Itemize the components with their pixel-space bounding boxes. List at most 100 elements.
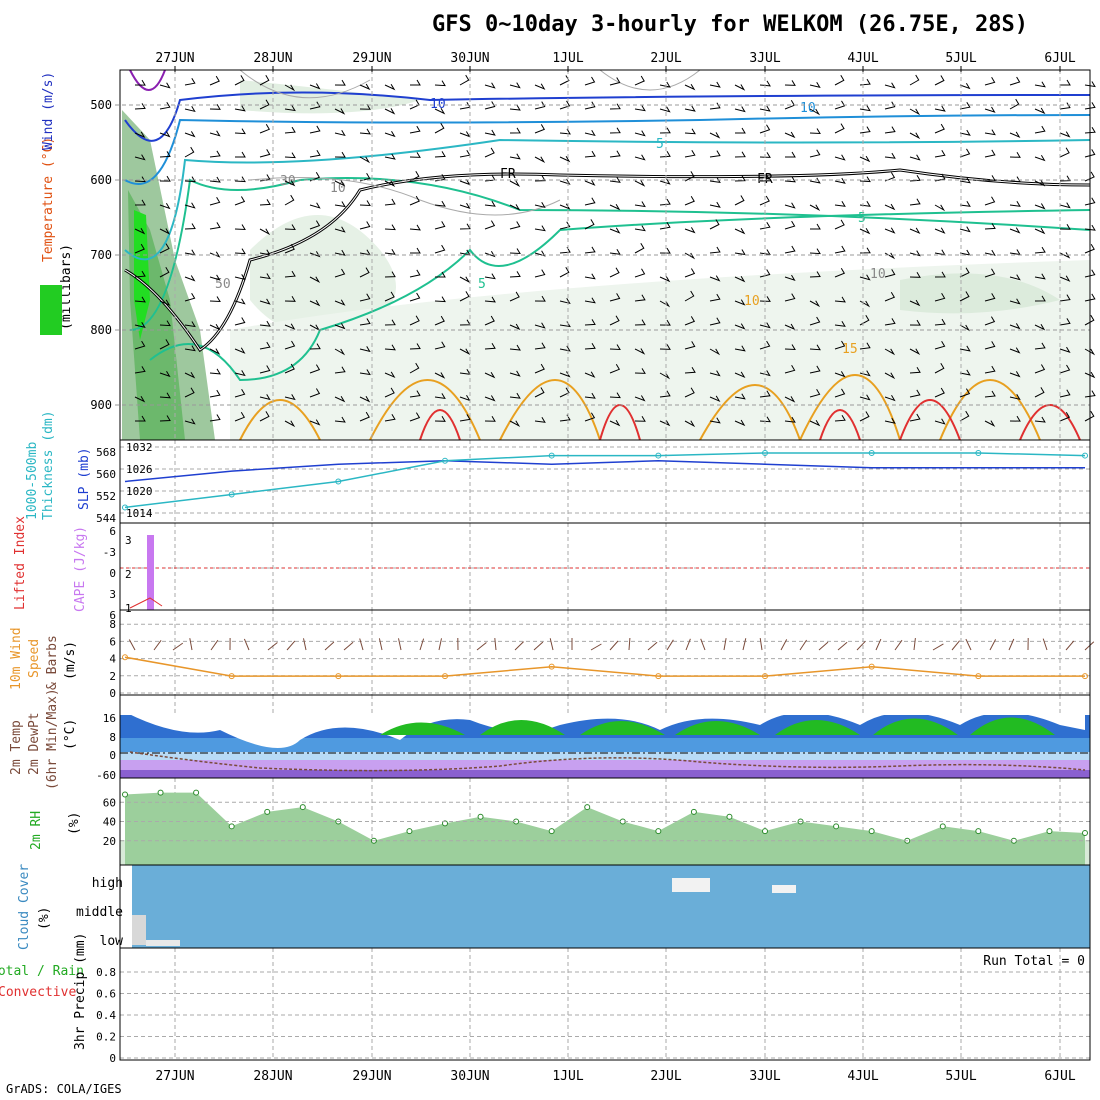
wind-barb (1009, 131, 1021, 138)
wind-barb (759, 269, 771, 278)
wind-barb (334, 130, 346, 137)
wind-barb (884, 152, 896, 159)
ylabel-precip-convective: Convective (0, 985, 76, 1000)
pressure-tick-label: 900 (90, 398, 112, 412)
wind-barb (434, 244, 446, 254)
wind-barb (834, 296, 846, 303)
wind-barb (559, 387, 570, 398)
ylabel-2m-rh: 2m RH (29, 811, 44, 850)
wind-barb (434, 372, 446, 379)
rh-shade-max (134, 210, 150, 340)
wind-barb (359, 128, 371, 135)
surface-wind-barb (267, 642, 278, 651)
wind-barb (1059, 389, 1071, 398)
wind-barb (809, 419, 821, 427)
wind-barb (234, 347, 246, 354)
wind-barb (459, 202, 471, 209)
wind-barb (159, 82, 171, 89)
wind-barb (1059, 175, 1071, 182)
wind-barb (659, 247, 671, 254)
wind-barb (259, 394, 271, 401)
wind-barb (534, 322, 546, 329)
wind-barb (209, 368, 221, 375)
wind-barb (984, 268, 996, 278)
wind-barb (259, 75, 270, 86)
wind-barb (884, 372, 896, 380)
wind-barb (584, 219, 595, 230)
wind-barb (235, 151, 246, 158)
wind-barb (909, 198, 921, 206)
rh-point (762, 828, 768, 835)
wind-barb (484, 147, 495, 158)
wind-barb (559, 128, 571, 135)
wind-barb (584, 343, 596, 350)
rh-point (548, 828, 555, 835)
wind-barb (509, 204, 521, 211)
wind-barb (759, 322, 771, 329)
wind-barb (159, 175, 171, 182)
wind-barb (909, 227, 921, 234)
temperature-band (120, 738, 1090, 752)
precip-tick-label: 0.8 (96, 966, 116, 979)
wind-barb (359, 346, 371, 353)
wind-barb (259, 365, 271, 374)
wind-barb (334, 249, 346, 256)
cloud-low-block (132, 915, 146, 945)
wind-barb (734, 84, 746, 91)
wind-barb (209, 75, 220, 86)
wind-barb (459, 291, 470, 302)
wind-barb (434, 341, 446, 350)
wind-barb (459, 414, 471, 422)
wind-barb (409, 224, 421, 231)
slp-tick-label: 1026 (126, 463, 153, 476)
wind-barb (384, 414, 396, 422)
wind-barb (409, 343, 421, 350)
wind-barb (1059, 275, 1071, 282)
wind-barb (134, 396, 146, 403)
wind-barb (159, 415, 171, 422)
wind-barb (609, 344, 621, 351)
rh-point (1082, 830, 1088, 837)
surface-wind-barb (128, 639, 136, 651)
wind-barb (134, 366, 146, 374)
wind-barb (384, 291, 395, 302)
surface-wind-barb (438, 638, 442, 651)
wind-barb (909, 299, 921, 307)
thickness-point (762, 449, 768, 456)
wind-barb (534, 269, 546, 278)
ylabel-rh-units: (%) (67, 812, 82, 835)
wind-barb (884, 101, 896, 110)
wind-barb (634, 319, 646, 326)
wind-barb (709, 293, 721, 302)
ylabel-temperature: Temperature (°C) (41, 137, 56, 262)
contour-label: FR (757, 172, 773, 187)
surface-wind-barb (549, 638, 554, 651)
surface-wind-barb (153, 640, 162, 651)
pressure-tick-label: 800 (90, 323, 112, 337)
thickness-point (975, 449, 982, 456)
surface-wind-barb (759, 638, 763, 651)
wind-barb (134, 176, 146, 183)
wind-barb (534, 387, 545, 398)
wind-barb (359, 267, 370, 278)
wind-barb (684, 149, 696, 158)
wind-barb (784, 323, 796, 331)
cape-tick-label: 1 (125, 602, 132, 615)
wind-barb (584, 273, 596, 280)
wind-barb (1084, 81, 1096, 88)
wind-barb (884, 348, 896, 356)
wind-barb (659, 344, 671, 350)
surface-wind-barb (837, 641, 848, 651)
wind-barb (809, 389, 821, 398)
wind-barb (959, 388, 971, 398)
cloud-low-block-2 (146, 940, 180, 946)
wind-barb (934, 75, 945, 86)
wind-barb (859, 342, 871, 350)
slp-tick-label: 1032 (126, 441, 153, 454)
date-label-top: 3JUL (749, 51, 780, 66)
wind-barb (509, 392, 521, 399)
rh-point (228, 823, 235, 830)
wind-barb (1084, 243, 1095, 254)
wind-barb (509, 271, 521, 278)
wind-barb (834, 177, 846, 184)
